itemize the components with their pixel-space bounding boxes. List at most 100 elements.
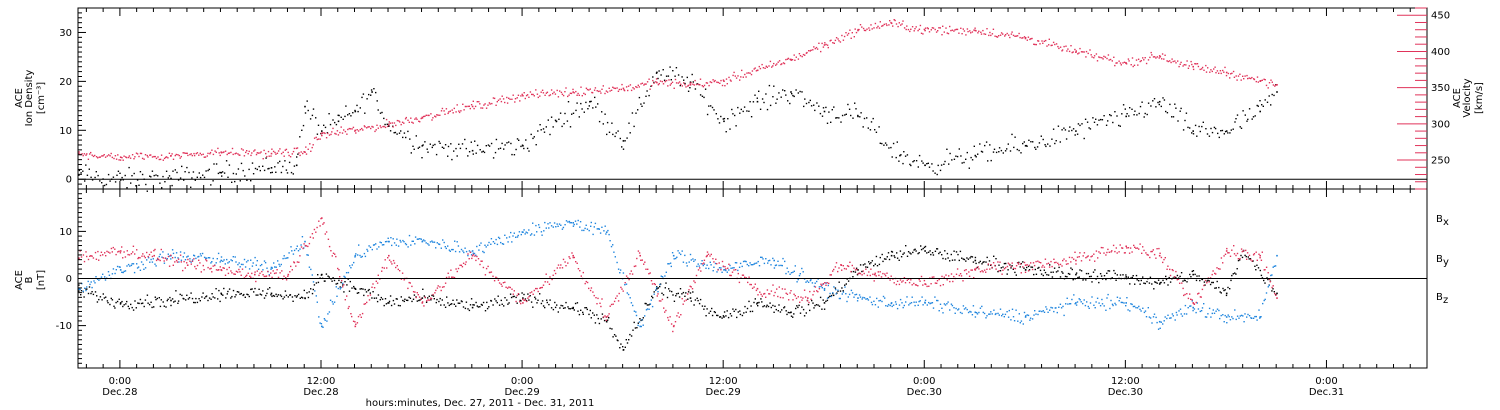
data-point — [792, 316, 794, 318]
data-point — [1047, 274, 1050, 276]
data-point — [844, 284, 846, 286]
data-point — [227, 176, 229, 178]
data-point — [374, 130, 376, 133]
data-point — [632, 304, 634, 307]
data-point — [199, 152, 201, 155]
data-point — [247, 153, 249, 155]
data-point — [139, 171, 142, 173]
data-point — [839, 41, 842, 43]
data-point — [1100, 275, 1103, 277]
data-point — [801, 306, 803, 308]
data-point — [490, 142, 493, 145]
data-point — [922, 247, 924, 250]
data-point — [197, 256, 199, 258]
data-point — [450, 269, 452, 271]
data-point — [830, 39, 832, 41]
data-point — [351, 264, 353, 266]
data-point — [536, 93, 539, 95]
data-point — [439, 286, 441, 288]
data-point — [464, 105, 467, 108]
data-point — [89, 153, 91, 155]
data-point — [807, 297, 809, 299]
data-point — [211, 271, 213, 273]
data-point — [772, 284, 774, 286]
data-point — [1164, 316, 1166, 318]
data-point — [305, 245, 308, 247]
data-point — [1145, 316, 1148, 318]
data-point — [1244, 75, 1246, 77]
data-point — [255, 264, 257, 266]
data-point — [1163, 258, 1165, 261]
data-point — [526, 232, 529, 234]
data-point — [300, 151, 302, 153]
data-point — [628, 278, 630, 281]
data-point — [889, 20, 891, 22]
data-point — [761, 63, 763, 66]
data-point — [837, 270, 839, 273]
data-point — [492, 157, 495, 159]
data-point — [146, 259, 148, 261]
data-point — [761, 301, 763, 303]
data-point — [265, 294, 267, 297]
data-point — [291, 269, 293, 271]
data-point — [284, 149, 286, 151]
data-point — [416, 300, 418, 302]
data-point — [109, 180, 111, 182]
data-point — [1177, 278, 1180, 280]
data-point — [564, 261, 566, 263]
data-point — [669, 84, 671, 86]
data-point — [951, 304, 954, 307]
data-point — [895, 23, 898, 25]
data-point — [830, 294, 833, 297]
data-point — [267, 150, 270, 153]
data-point — [488, 306, 490, 308]
data-point — [395, 266, 397, 269]
data-point — [1033, 43, 1035, 45]
y-axis-title-line: Ion Density — [24, 70, 35, 127]
data-point — [439, 114, 441, 116]
data-point — [644, 315, 646, 317]
data-point — [571, 307, 573, 310]
data-point — [572, 254, 574, 257]
data-point — [826, 297, 829, 299]
data-point — [879, 299, 882, 302]
data-point — [483, 151, 486, 154]
data-point — [220, 259, 222, 262]
data-point — [438, 140, 440, 143]
data-point — [132, 245, 135, 247]
data-point — [803, 289, 806, 291]
data-point — [561, 267, 564, 269]
data-point — [370, 94, 372, 96]
data-point — [633, 265, 636, 268]
data-point — [423, 115, 425, 118]
data-point — [1198, 292, 1200, 294]
data-point — [855, 108, 857, 110]
data-point — [111, 299, 114, 301]
data-point — [1139, 283, 1141, 285]
data-point — [302, 152, 304, 155]
data-point — [117, 251, 119, 253]
data-point — [572, 88, 574, 91]
data-point — [608, 233, 610, 236]
data-point — [201, 296, 203, 298]
data-point — [465, 250, 468, 253]
data-point — [226, 258, 228, 261]
data-point — [1141, 252, 1143, 254]
data-point — [101, 155, 103, 157]
data-point — [1198, 275, 1200, 277]
data-point — [397, 245, 400, 247]
data-point — [128, 155, 131, 157]
data-point — [530, 301, 533, 303]
data-point — [91, 255, 93, 257]
data-point — [1243, 78, 1245, 80]
data-point — [1002, 269, 1004, 271]
data-point — [678, 316, 680, 318]
data-point — [1240, 254, 1242, 257]
data-point — [851, 264, 853, 267]
data-point — [970, 156, 972, 159]
data-point — [1069, 303, 1071, 305]
data-point — [857, 269, 859, 271]
data-point — [1171, 269, 1173, 271]
data-point — [837, 289, 839, 291]
data-point — [968, 271, 970, 273]
